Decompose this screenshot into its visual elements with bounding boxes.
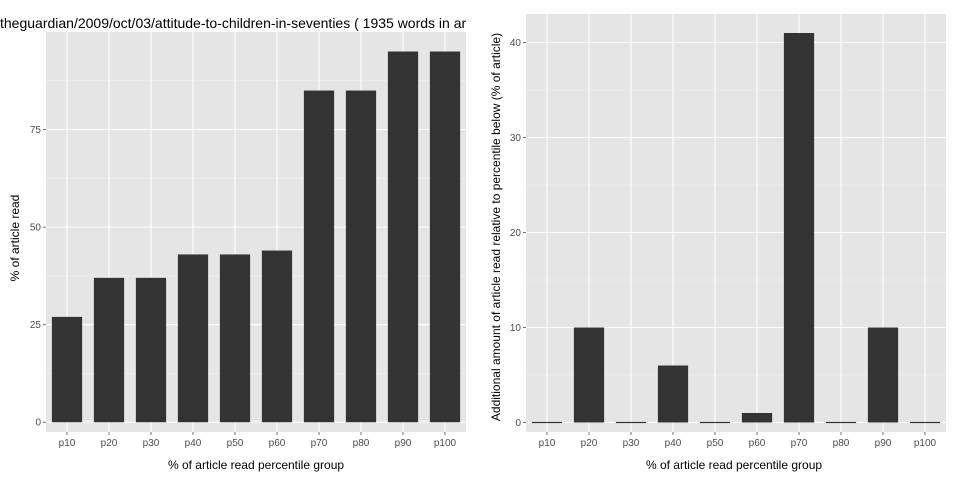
y-tick-label: 0 [35, 418, 41, 429]
y-tick-label: 40 [510, 38, 522, 49]
y-axis-title: % of article read [8, 195, 22, 282]
bar-p20 [573, 327, 605, 423]
y-axis-title: Additional amount of article read relati… [489, 33, 503, 421]
x-tick-label: p30 [623, 438, 640, 449]
bar-p50 [699, 421, 731, 424]
y-tick-label: 20 [510, 228, 522, 239]
x-tick-label: p70 [311, 438, 328, 449]
x-tick-label: p60 [749, 438, 766, 449]
bar-p10 [51, 316, 83, 423]
x-tick-label: p50 [707, 438, 724, 449]
y-tick-label: 50 [30, 223, 42, 234]
x-tick-label: p70 [791, 438, 808, 449]
x-tick-label: p10 [539, 438, 556, 449]
x-tick-label: p100 [914, 438, 937, 449]
bars [51, 51, 461, 423]
bar-p80 [825, 421, 857, 424]
bar-p60 [741, 413, 773, 423]
x-tick-labels: p10 p20 p30 p40 p50 p60 p70 p80 p90 p100 [59, 432, 457, 449]
bars [531, 33, 941, 424]
x-tick-label: p20 [581, 438, 598, 449]
bar-p90 [867, 327, 899, 423]
y-tick-label: 10 [510, 323, 522, 334]
bar-p90 [387, 51, 419, 423]
y-tick-label: 75 [30, 125, 42, 136]
bar-p20 [93, 277, 125, 423]
bar-p70 [783, 33, 815, 423]
x-tick-label: p10 [59, 438, 76, 449]
x-axis-title: % of article read percentile group [168, 458, 344, 472]
x-tick-labels: p10 p20 p30 p40 p50 p60 p70 p80 p90 p100 [539, 432, 937, 449]
x-tick-label: p60 [269, 438, 286, 449]
bar-p100 [909, 421, 941, 424]
y-tick-label: 0 [515, 418, 521, 429]
bar-p40 [657, 365, 689, 423]
x-tick-label: p100 [434, 438, 457, 449]
bar-p60 [261, 250, 293, 423]
bar-p40 [177, 254, 209, 423]
y-tick-label: 30 [510, 133, 522, 144]
x-tick-label: p90 [875, 438, 892, 449]
bar-p30 [135, 277, 167, 423]
y-tick-labels: 0 10 20 30 40 [510, 38, 526, 429]
bar-p10 [531, 421, 563, 424]
bar-p30 [615, 421, 647, 424]
chart-title: theguardian/2009/oct/03/attitude-to-chil… [0, 15, 467, 31]
bar-p50 [219, 254, 251, 423]
x-tick-label: p20 [101, 438, 118, 449]
bar-p80 [345, 90, 377, 423]
x-tick-label: p90 [395, 438, 412, 449]
x-tick-label: p80 [833, 438, 850, 449]
bar-p100 [429, 51, 461, 423]
x-tick-label: p30 [143, 438, 160, 449]
x-axis-title: % of article read percentile group [646, 458, 822, 472]
x-tick-label: p40 [665, 438, 682, 449]
x-tick-label: p50 [227, 438, 244, 449]
y-tick-labels: 0 25 50 75 [30, 125, 46, 429]
x-tick-label: p40 [185, 438, 202, 449]
y-tick-label: 25 [30, 320, 42, 331]
x-tick-label: p80 [353, 438, 370, 449]
bar-p70 [303, 90, 335, 423]
